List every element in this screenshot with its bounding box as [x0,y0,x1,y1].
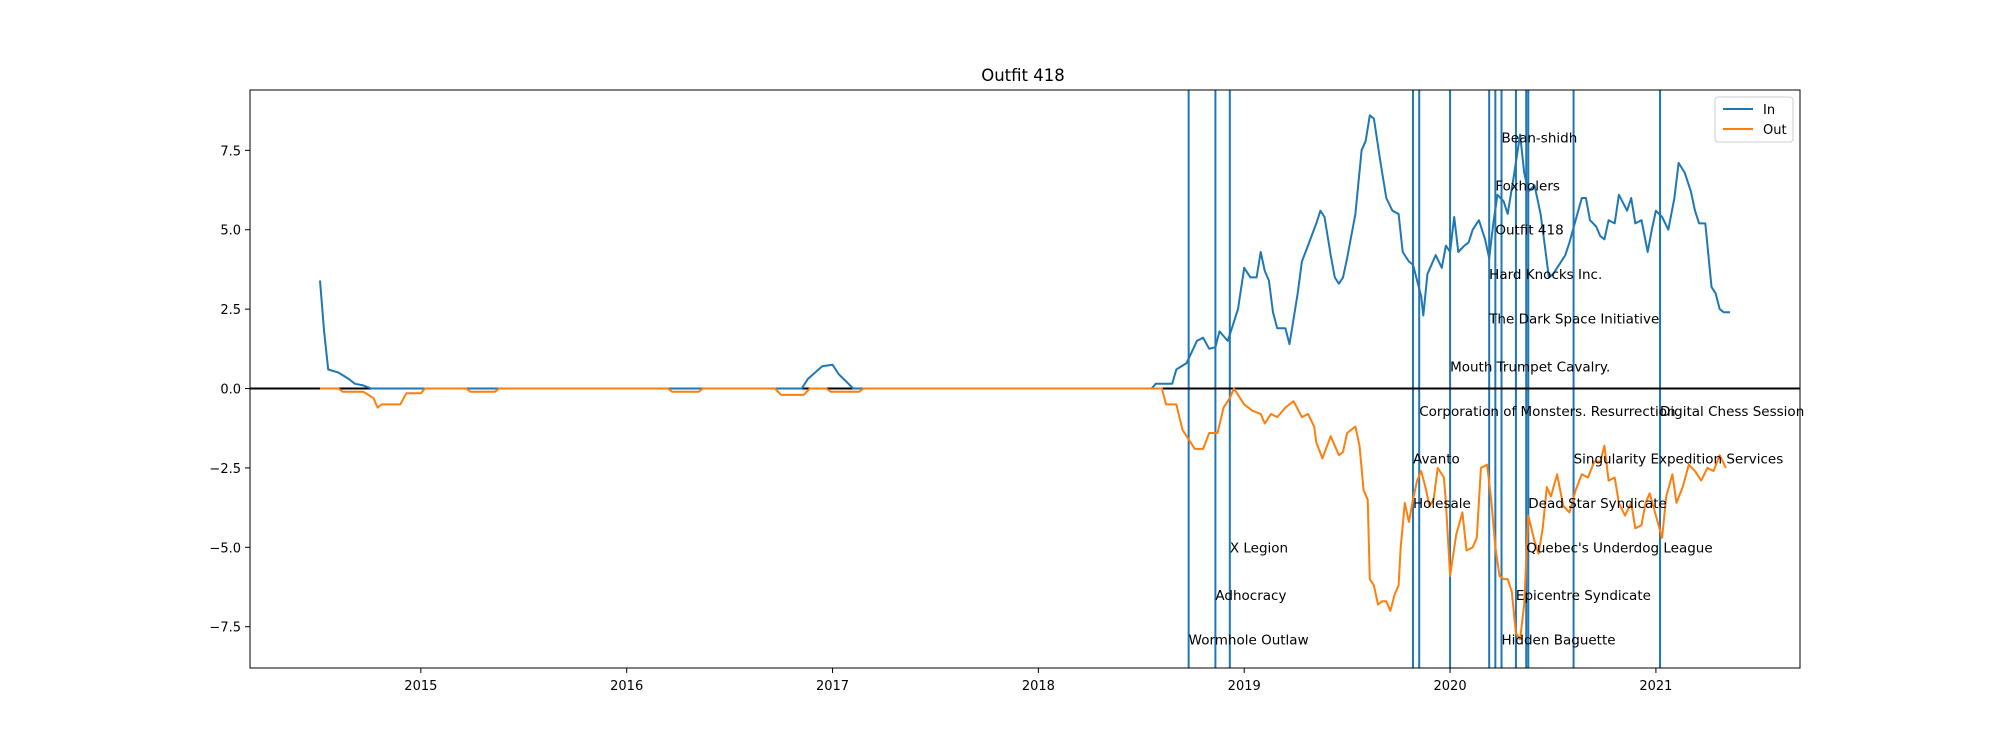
event-label: Hard Knocks Inc. [1489,267,1602,283]
series-line-in [319,114,1730,390]
x-tick-label: 2020 [1434,679,1467,694]
plot-frame [249,89,1801,669]
y-tick-label: 7.5 [220,144,241,159]
event-label: Quebec's Underdog League [1526,540,1712,556]
x-tick-label: 2017 [816,679,849,694]
x-tick-label: 2021 [1639,679,1672,694]
event-label: X Legion [1230,540,1288,556]
event-label: Avanto [1413,451,1460,467]
plot-area: Wormhole Outlaw Adhocracy X Legion Avanto Ho… [250,90,1804,668]
event-label: Hidden Baguette [1502,632,1616,648]
event-label: Digital Chess Session [1660,404,1804,420]
y-tick-label: 5.0 [220,224,241,239]
event-label: Adhocracy [1215,588,1286,604]
x-tick-label: 2018 [1022,679,1055,694]
legend-label-out: Out [1763,123,1787,138]
y-tick-label: −7.5 [209,621,241,636]
event-label: The Dark Space Initiative [1488,312,1659,328]
series-line-out [320,387,1727,641]
event-label: Dead Star Syndicate [1528,496,1667,512]
x-tick-label: 2019 [1228,679,1261,694]
y-tick-label: −5.0 [209,541,241,556]
event-label: Singularity Expedition Services [1574,451,1784,467]
legend: In Out [1714,96,1794,143]
event-label: Epicentre Syndicate [1516,588,1651,604]
y-tick-label: 2.5 [220,303,241,318]
axis-ticks: 2015 2016 2017 2018 2019 2020 2021 −7.5 −5.0 −2.5… [209,144,1672,694]
event-label: Bean-shidh [1502,131,1578,147]
x-tick-label: 2016 [610,679,643,694]
y-tick-label: 0.0 [220,383,241,398]
event-label: Mouth Trumpet Cavalry. [1450,359,1610,375]
event-label: Corporation of Monsters. Resurrection [1419,404,1675,420]
x-tick-label: 2015 [404,679,437,694]
chart-title: Outfit 418 [981,66,1065,85]
event-label: Wormhole Outlaw [1189,632,1309,648]
y-tick-label: −2.5 [209,462,241,477]
event-label: Foxholers [1495,178,1560,194]
event-label: Holesale [1413,496,1471,512]
event-label: Outfit 418 [1495,223,1563,239]
legend-label-in: In [1763,103,1775,118]
